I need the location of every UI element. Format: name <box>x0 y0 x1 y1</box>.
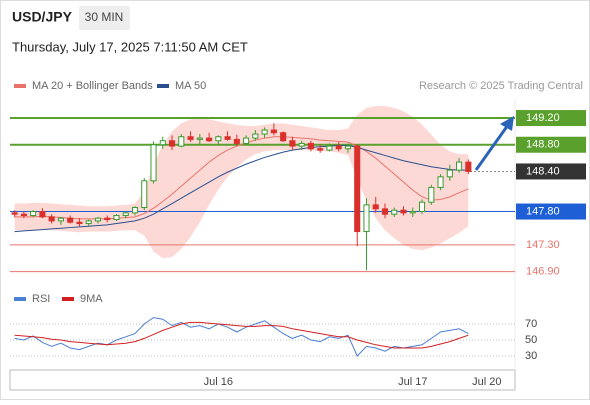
candle-body <box>372 204 379 210</box>
candle-body <box>456 161 463 171</box>
x-tick-label: Jul 17 <box>398 376 427 388</box>
level-label: 147.30 <box>526 239 560 251</box>
candle-body <box>465 161 472 172</box>
level-label-box <box>516 136 586 153</box>
candle-body <box>446 169 453 178</box>
legend-swatch <box>14 297 26 301</box>
candle-body <box>335 145 342 150</box>
candle-body <box>224 136 231 140</box>
rsi-line <box>14 317 469 357</box>
legend-label: MA 20 + Bollinger Bands <box>32 80 153 92</box>
level-label: 149.20 <box>526 112 560 124</box>
candle-body <box>131 207 139 214</box>
candle-body <box>30 211 37 217</box>
level-label: 147.80 <box>526 205 560 217</box>
candle-body <box>196 137 203 140</box>
legend-label: RSI <box>32 293 50 305</box>
candle-body <box>215 136 222 142</box>
candle-body <box>298 142 305 147</box>
legend-label: MA 50 <box>175 80 206 92</box>
candle-body <box>39 211 46 218</box>
candle-body <box>400 209 407 214</box>
legend-swatch <box>157 84 169 88</box>
rsi-line <box>14 321 469 349</box>
candle-body <box>94 217 102 222</box>
y-tick-label: 30 <box>525 350 537 362</box>
candle-body <box>289 140 296 147</box>
candle-body <box>363 204 370 233</box>
forecast-arrow <box>474 116 514 171</box>
candle-body <box>20 213 27 217</box>
level-label-box <box>516 203 586 220</box>
credit: Research © 2025 Trading Central <box>419 80 583 92</box>
candle-body <box>307 142 314 150</box>
candle-body <box>252 133 259 139</box>
candle-body <box>48 216 55 222</box>
datetime: Thursday, July 17, 2025 7:11:50 AM CET <box>12 39 248 54</box>
candle-body <box>206 137 213 142</box>
candle-body <box>270 129 277 134</box>
candle-body <box>354 145 361 233</box>
candle-body <box>391 209 398 215</box>
candle-body <box>233 138 240 144</box>
legend-swatch <box>14 84 26 88</box>
candle-body <box>57 217 64 222</box>
candle-body <box>418 201 426 213</box>
candle-body <box>261 129 268 135</box>
candle-body <box>67 217 74 223</box>
level-label-box <box>516 163 586 180</box>
candle-body <box>168 140 176 147</box>
x-tick-label: Jul 20 <box>472 376 501 388</box>
candle-body <box>409 211 416 214</box>
candle-body <box>11 212 18 215</box>
x-tick-label: Jul 16 <box>204 376 233 388</box>
candle-body <box>428 186 435 203</box>
timeframe-box[interactable] <box>79 6 130 30</box>
y-tick-label: 70 <box>525 318 537 330</box>
level-label: 148.80 <box>526 139 560 151</box>
legend-swatch <box>62 297 74 301</box>
candle-body <box>76 221 83 225</box>
candle-body <box>344 145 352 150</box>
level-label: 148.40 <box>526 165 560 177</box>
candle-body <box>280 132 287 142</box>
level-label-box <box>516 110 586 127</box>
candle-body <box>187 136 194 140</box>
candle-body <box>243 137 250 144</box>
candle-body <box>317 148 324 151</box>
candle-body <box>150 144 157 182</box>
candle-body <box>85 220 92 225</box>
candle-body <box>326 145 333 151</box>
candle-body <box>381 208 389 215</box>
candle-body <box>122 212 129 217</box>
level-label: 146.90 <box>526 266 560 278</box>
legend-label: 9MA <box>80 293 103 305</box>
candle-body <box>113 215 120 221</box>
candle-body <box>104 217 111 221</box>
symbol: USD/JPY <box>12 9 73 25</box>
candle-body <box>159 140 166 146</box>
ma-line <box>14 136 469 220</box>
timeframe[interactable]: 30 MIN <box>85 10 124 24</box>
candle-body <box>141 180 148 209</box>
ma-line <box>14 144 469 233</box>
y-tick-label: 50 <box>525 334 537 346</box>
candle-body <box>178 136 185 147</box>
candle-body <box>437 176 444 188</box>
